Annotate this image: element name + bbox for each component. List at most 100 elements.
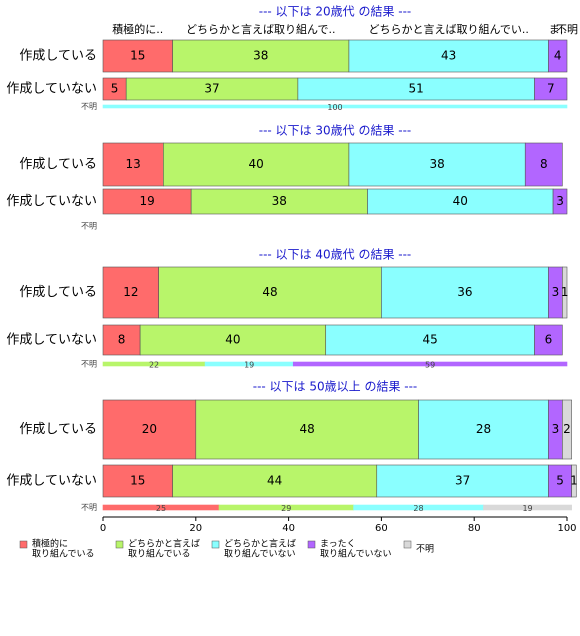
data-label: 48 — [300, 422, 315, 436]
data-label: 25 — [156, 504, 166, 513]
data-label: 40 — [225, 333, 240, 347]
bar-segment — [524, 142, 563, 187]
bar-segment — [552, 188, 568, 215]
column-header: どちらかと言えば取り組んで.. — [186, 23, 335, 36]
legend-swatch — [115, 540, 124, 549]
panel-title: --- 以下は 40歳代 の結果 --- — [259, 248, 412, 262]
data-label: 38 — [272, 194, 287, 208]
data-label: 59 — [425, 361, 435, 370]
data-label: 12 — [123, 285, 138, 299]
data-label: 19 — [139, 194, 154, 208]
data-label: 15 — [130, 474, 145, 488]
category-label: 作成している — [19, 285, 97, 300]
data-label: 100 — [327, 103, 342, 112]
data-label: 19 — [244, 361, 254, 370]
bar-segment — [325, 324, 535, 356]
legend-label: まったく — [320, 539, 356, 550]
bar-segment — [376, 464, 549, 498]
bar-segment — [562, 399, 572, 460]
bar-segment — [190, 188, 368, 215]
category-label: 不明 — [81, 102, 97, 111]
panel-title: --- 以下は 30歳代 の結果 --- — [259, 124, 412, 138]
data-label: 2 — [563, 422, 571, 436]
data-label: 8 — [540, 157, 548, 171]
x-tick-label: 40 — [282, 523, 295, 534]
bar-segment — [534, 77, 568, 101]
x-tick-label: 20 — [189, 523, 202, 534]
bar-segment — [348, 142, 526, 187]
bar-segment — [571, 464, 577, 498]
x-tick-label: 0 — [100, 523, 106, 534]
legend-swatch — [19, 540, 28, 549]
data-label: 45 — [422, 333, 437, 347]
data-label: 51 — [409, 82, 424, 96]
legend-label: どちらかと言えば — [128, 538, 200, 550]
category-label: 作成していない — [6, 82, 97, 97]
category-label: 作成している — [19, 422, 97, 437]
bar-segment — [139, 324, 327, 356]
data-label: 19 — [522, 504, 532, 513]
data-label: 28 — [476, 422, 491, 436]
category-label: 作成していない — [6, 474, 97, 489]
data-label: 3 — [556, 194, 564, 208]
data-label: 29 — [281, 504, 291, 513]
data-label: 20 — [142, 422, 157, 436]
legend-label: どちらかと言えば — [224, 538, 296, 550]
data-label: 38 — [253, 49, 268, 63]
panel-title: --- 以下は 20歳代 の結果 --- — [259, 5, 412, 19]
category-label: 不明 — [81, 222, 97, 231]
bar-segment — [348, 39, 549, 73]
bar-segment — [548, 39, 568, 73]
bar-segment — [102, 39, 173, 73]
data-label: 4 — [554, 49, 562, 63]
data-label: 8 — [118, 333, 126, 347]
data-label: 13 — [126, 157, 141, 171]
category-label: 作成している — [19, 49, 97, 64]
bar-segment — [562, 266, 568, 319]
bar-segment — [195, 399, 419, 460]
data-label: 3 — [552, 422, 560, 436]
data-label: 6 — [545, 333, 553, 347]
x-tick-label: 60 — [375, 523, 388, 534]
data-label: 15 — [130, 49, 145, 63]
data-label: 36 — [457, 285, 472, 299]
bar-segment — [172, 39, 350, 73]
legend-label: 取り組んでいない — [320, 548, 392, 560]
bar-segment — [102, 188, 192, 215]
data-label: 48 — [262, 285, 277, 299]
bar-segment — [102, 464, 173, 498]
data-label: 43 — [441, 49, 456, 63]
legend-swatch — [403, 540, 412, 549]
legend-swatch — [211, 540, 220, 549]
bar-segment — [172, 464, 378, 498]
bar-segment — [367, 188, 554, 215]
x-tick-label: 80 — [468, 523, 481, 534]
category-label: 作成していない — [6, 194, 97, 209]
bar-segment — [483, 504, 572, 511]
panel-title: --- 以下は 50歳以上 の結果 --- — [253, 380, 418, 394]
legend-swatch — [307, 540, 316, 549]
data-label: 40 — [453, 194, 468, 208]
bar-segment — [102, 399, 197, 460]
data-label: 40 — [248, 157, 263, 171]
column-header: 積極的に.. — [112, 22, 163, 36]
data-label: 37 — [455, 474, 470, 488]
legend-label: 積極的に — [32, 538, 68, 550]
data-label: 44 — [267, 474, 282, 488]
data-label: 3 — [552, 285, 560, 299]
data-label: 5 — [556, 474, 564, 488]
data-label: 38 — [429, 157, 444, 171]
data-label: 1 — [561, 285, 569, 299]
data-label: 1 — [570, 474, 578, 488]
bar-segment — [163, 142, 350, 187]
column-header: 不明 — [556, 23, 578, 36]
legend-label: 取り組んでいる — [128, 548, 191, 560]
bar-segment — [158, 266, 382, 319]
category-label: 作成している — [19, 157, 97, 172]
column-header: どちらかと言えば取り組んでい.. — [368, 23, 528, 36]
bar-segment — [102, 104, 568, 109]
legend-label: 取り組んでいる — [32, 548, 95, 560]
column-header: ま.. — [549, 23, 567, 36]
bar-segment — [292, 361, 568, 367]
